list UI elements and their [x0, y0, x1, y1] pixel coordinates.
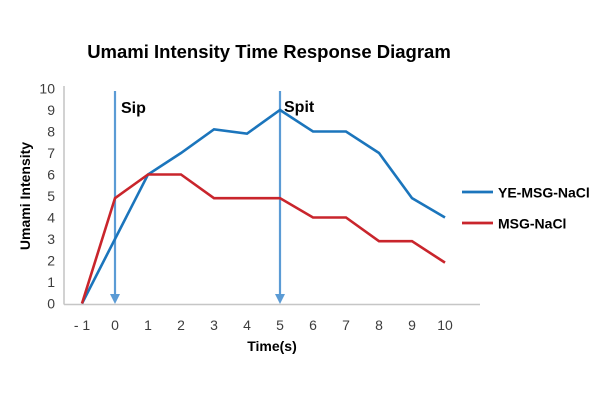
- x-tick-label: 9: [408, 317, 416, 333]
- legend: YE-MSG-NaCl MSG-NaCl: [462, 185, 590, 232]
- x-tick-label: 5: [276, 317, 284, 333]
- series-line-msg-nacl: [80, 173, 446, 304]
- annotation-arrowhead-sip: [110, 294, 120, 304]
- y-tick-label: 1: [47, 274, 55, 290]
- y-tick-label: 7: [47, 145, 55, 161]
- annotation-arrows-layer: [110, 91, 285, 304]
- x-tick-label: 6: [309, 317, 317, 333]
- x-tick-label: 8: [375, 317, 383, 333]
- x-tick-label: 7: [342, 317, 350, 333]
- x-tick-label: 0: [111, 317, 119, 333]
- y-tick-label: 6: [47, 167, 55, 183]
- x-tick-label: 2: [177, 317, 185, 333]
- y-tick-label: 8: [47, 124, 55, 140]
- y-tick-label: 5: [47, 188, 55, 204]
- legend-label-msg-nacl: MSG-NaCl: [498, 216, 566, 232]
- y-tick-label: 2: [47, 253, 55, 269]
- y-tick-label: 10: [39, 81, 55, 97]
- axes-layer: - 1 0 1 2 3 4 5 6 7 8 9 10 0 1 2 3 4 5 6 7 8 9 10: [39, 81, 480, 333]
- x-tick-label: 3: [210, 317, 218, 333]
- x-tick-label: 10: [437, 317, 453, 333]
- chart-title: Umami Intensity Time Response Diagram: [87, 41, 451, 62]
- annotation-sip-label: Sip: [121, 100, 146, 117]
- x-tick-label: 1: [144, 317, 152, 333]
- series-layer: [80, 108, 446, 305]
- y-tick-label: 9: [47, 102, 55, 118]
- annotation-arrowhead-spit: [275, 294, 285, 304]
- legend-label-ye-msg-nacl: YE-MSG-NaCl: [498, 185, 590, 201]
- x-axis-title: Time(s): [247, 338, 297, 354]
- y-tick-label: 3: [47, 231, 55, 247]
- y-axis-title: Umami Intensity: [17, 142, 33, 250]
- x-tick-label: - 1: [74, 317, 91, 333]
- x-tick-label: 4: [243, 317, 251, 333]
- annotation-spit-label: Spit: [284, 99, 315, 116]
- series-line-ye-msg-nacl: [80, 108, 446, 305]
- y-tick-label: 4: [47, 210, 55, 226]
- y-tick-label: 0: [47, 296, 55, 312]
